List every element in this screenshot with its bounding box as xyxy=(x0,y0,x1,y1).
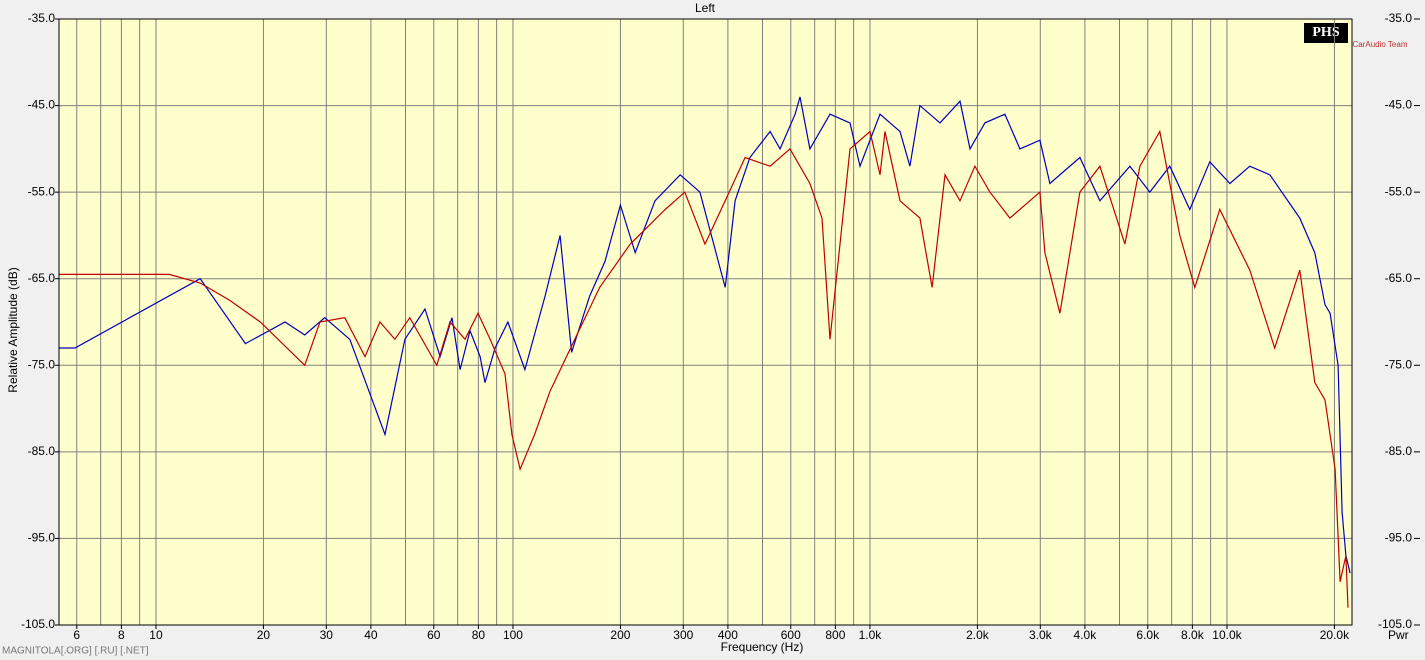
y-tick-label: -65.0 xyxy=(28,271,56,285)
x-tick-label: 80 xyxy=(472,628,486,642)
x-axis-label: Frequency (Hz) xyxy=(721,640,804,654)
y-tick-label: -55.0 xyxy=(28,184,56,198)
x-tick-label: 4.0k xyxy=(1074,628,1098,642)
x-tick-label: 800 xyxy=(825,628,845,642)
x-tick-label: 8.0k xyxy=(1181,628,1205,642)
y2-tick-label: -105.0 xyxy=(1378,617,1412,631)
y-tick-label: -105.0 xyxy=(21,617,55,631)
x-tick-label: 200 xyxy=(610,628,630,642)
x-tick-label: 8 xyxy=(118,628,125,642)
y2-tick-label: -65.0 xyxy=(1385,271,1413,285)
y2-tick-label: -95.0 xyxy=(1385,531,1413,545)
y-tick-label: -35.0 xyxy=(28,11,56,25)
y-tick-label: -95.0 xyxy=(28,531,56,545)
footer: MAGNITOLA[.ORG] [.RU] [.NET] xyxy=(2,646,149,657)
x-tick-label: 6 xyxy=(73,628,80,642)
x-tick-label: 60 xyxy=(427,628,441,642)
y-axis-label: Relative Amplitude (dB) xyxy=(6,267,20,392)
y2-tick-label: -85.0 xyxy=(1385,444,1413,458)
plot-area xyxy=(58,18,1353,626)
y2-tick-label: -75.0 xyxy=(1385,357,1413,371)
x-tick-label: 3.0k xyxy=(1029,628,1053,642)
y-tick-label: -45.0 xyxy=(28,98,56,112)
x-tick-label: 20.0k xyxy=(1320,628,1350,642)
x-tick-label: 6.0k xyxy=(1136,628,1160,642)
x-tick-label: 20 xyxy=(257,628,271,642)
chart-title: Left xyxy=(695,1,716,15)
y2-tick-label: -45.0 xyxy=(1385,98,1413,112)
x-tick-label: 10.0k xyxy=(1212,628,1242,642)
y2-tick-label: -55.0 xyxy=(1385,184,1413,198)
x-tick-label: 400 xyxy=(718,628,738,642)
x-tick-label: 1.0k xyxy=(859,628,883,642)
x-tick-label: 40 xyxy=(364,628,378,642)
series-line xyxy=(59,129,1349,608)
logo: PHS xyxy=(1312,25,1339,40)
logo-sub: CarAudio Team xyxy=(1353,40,1408,49)
y2-axis-label: Pwr xyxy=(1388,628,1409,642)
x-tick-label: 600 xyxy=(781,628,801,642)
series-line xyxy=(59,96,1351,574)
plot-border xyxy=(58,18,1353,626)
y-tick-label: -85.0 xyxy=(28,444,56,458)
x-tick-label: 30 xyxy=(320,628,334,642)
x-tick-label: 100 xyxy=(503,628,523,642)
x-tick-label: 300 xyxy=(673,628,693,642)
x-tick-label: 10 xyxy=(149,628,163,642)
x-tick-label: 2.0k xyxy=(966,628,990,642)
y-tick-label: -75.0 xyxy=(28,357,56,371)
logo-box xyxy=(1304,23,1348,43)
y2-tick-label: -35.0 xyxy=(1385,11,1413,25)
